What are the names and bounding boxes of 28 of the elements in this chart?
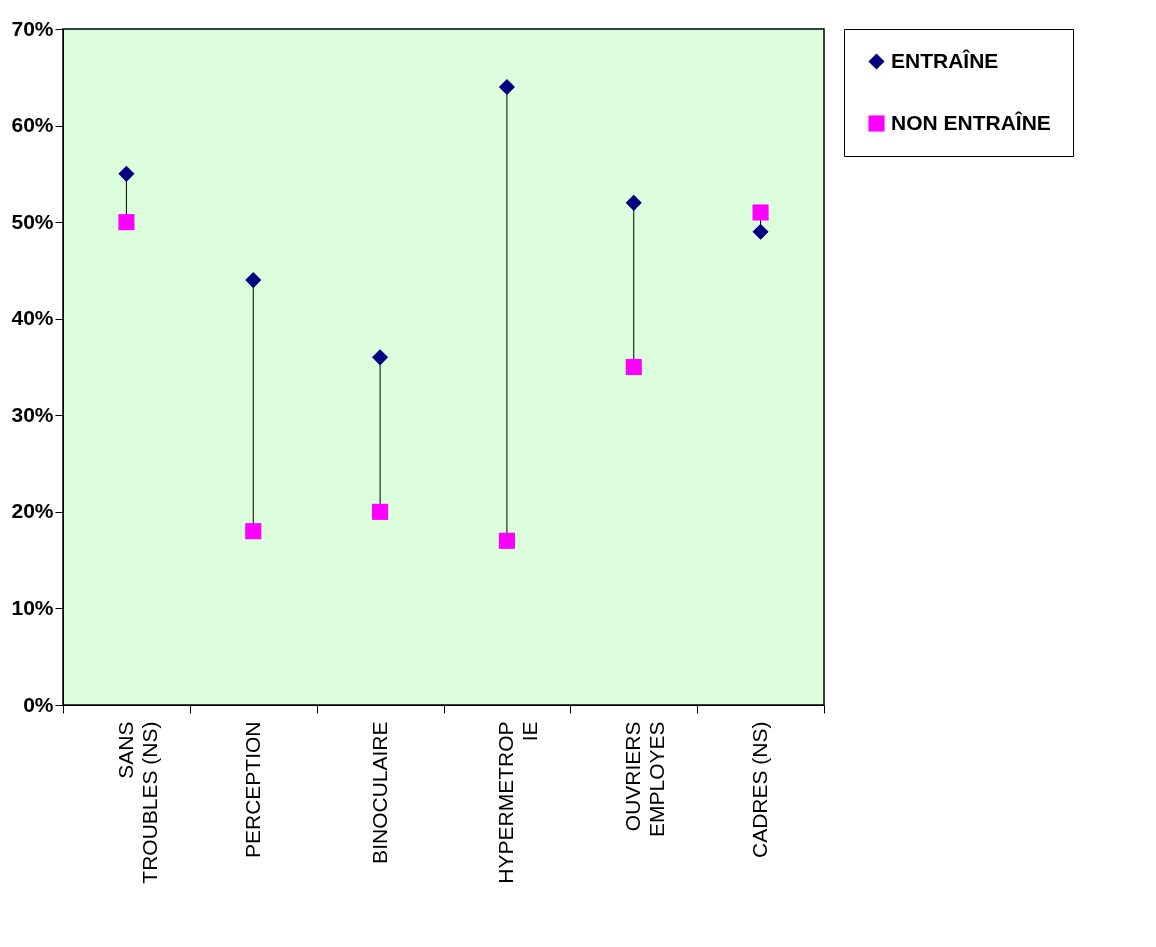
y-tick-label: 60% xyxy=(11,113,54,137)
x-tick-label: CADRES (NS) xyxy=(748,721,772,859)
legend-label: ENTRAÎNE xyxy=(891,48,999,72)
y-tick-label: 40% xyxy=(11,306,54,330)
x-tick-label: BINOCULAIRE xyxy=(367,721,391,864)
y-tick-label: 20% xyxy=(11,499,54,523)
y-tick-label: 10% xyxy=(11,595,54,619)
point xyxy=(372,349,389,366)
y-tick-label: 50% xyxy=(11,209,54,233)
y-tick-label: 70% xyxy=(11,16,54,40)
point xyxy=(625,358,642,376)
point xyxy=(498,532,515,549)
point xyxy=(752,204,769,221)
y-tick-label: 30% xyxy=(11,402,54,426)
x-tick-label: SANS TROUBLES (NS) xyxy=(113,721,161,884)
point xyxy=(498,78,515,95)
point xyxy=(752,223,769,240)
point xyxy=(245,523,262,540)
x-tick-label: HYPERMETROP IE xyxy=(494,721,542,884)
y-tick-label: 0% xyxy=(23,692,54,716)
legend-label: NON ENTRAÎNE xyxy=(891,110,1051,134)
point xyxy=(118,214,135,231)
x-tick-label: OUVRIERS EMPLOYES xyxy=(621,721,669,838)
point xyxy=(625,194,642,211)
point xyxy=(118,165,135,182)
x-tick-label: PERCEPTION xyxy=(240,721,264,859)
point xyxy=(245,272,262,289)
point xyxy=(372,503,389,520)
